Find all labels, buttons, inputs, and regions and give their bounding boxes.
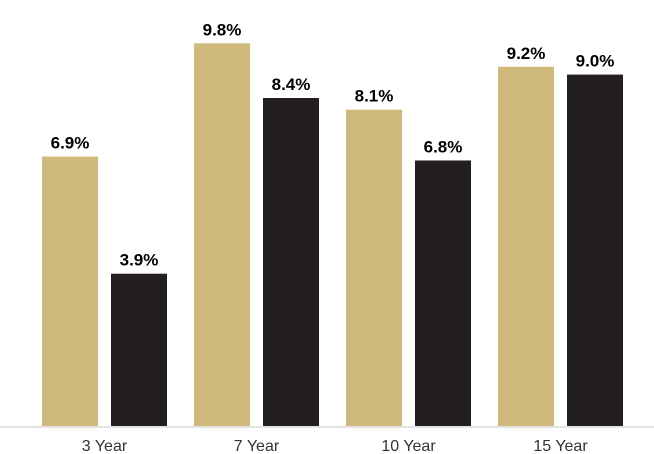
bar-series-2-10-year — [415, 160, 471, 426]
x-tick-label: 3 Year — [82, 438, 128, 454]
x-tick-label: 7 Year — [234, 438, 280, 454]
data-label: 6.9% — [51, 134, 90, 153]
bar-series-2-7-year — [263, 98, 319, 426]
bar-series-2-3-year — [111, 273, 167, 426]
data-label: 8.4% — [272, 75, 311, 94]
data-label: 9.2% — [507, 44, 546, 63]
bar-series-1-3-year — [42, 156, 98, 427]
data-label: 6.8% — [424, 137, 463, 156]
bar-series-2-15-year — [567, 74, 623, 427]
bars-layer — [42, 43, 623, 427]
bar-series-1-10-year — [346, 109, 402, 426]
data-label: 8.1% — [355, 87, 394, 106]
x-tick-labels-layer: 3 Year 7 Year 10 Year 15 Year — [82, 438, 589, 454]
value-labels-layer: 6.9% 3.9% 9.8% 8.4% 8.1% 6.8% 9.2% 9.0% — [51, 20, 615, 269]
x-tick-label: 10 Year — [381, 438, 436, 454]
data-label: 3.9% — [120, 251, 159, 270]
x-tick-label: 15 Year — [533, 438, 588, 454]
data-label: 9.0% — [576, 52, 615, 71]
bar-series-1-15-year — [498, 66, 554, 426]
bar-series-1-7-year — [194, 43, 250, 426]
data-label: 9.8% — [203, 20, 242, 39]
